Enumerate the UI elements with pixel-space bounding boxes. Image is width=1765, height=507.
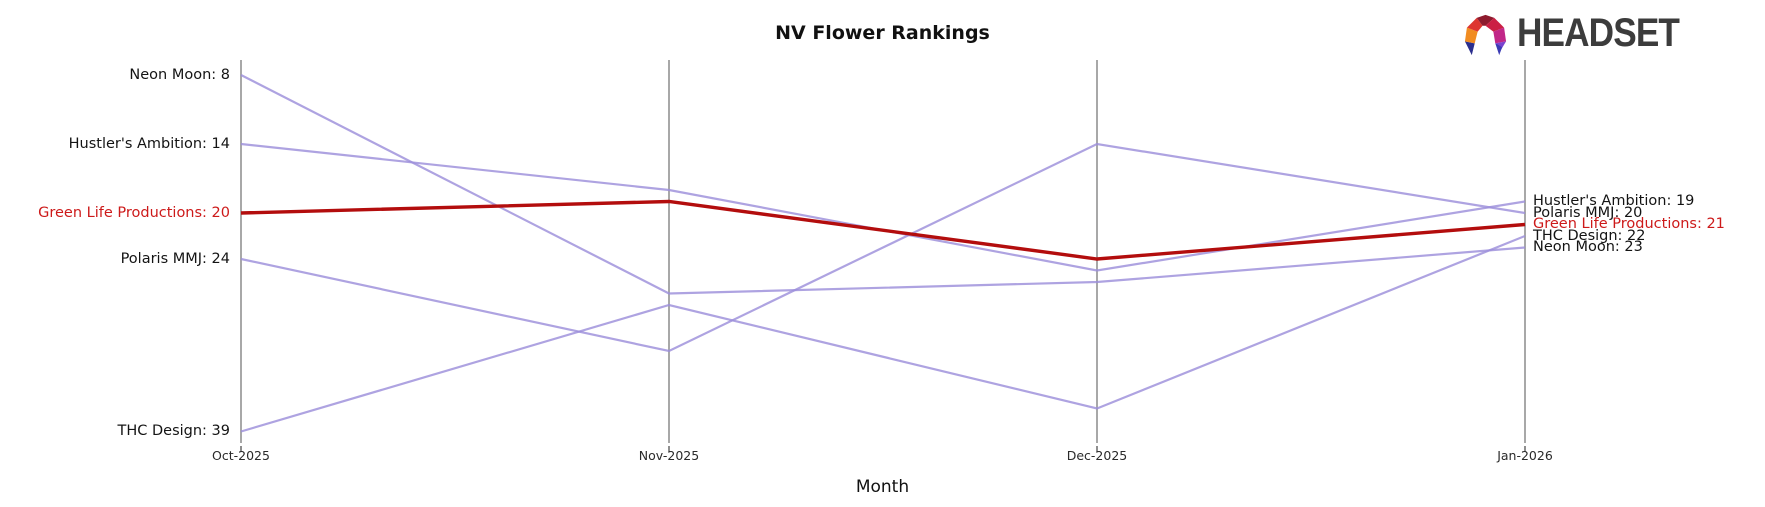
x-axis-title: Month xyxy=(855,477,910,497)
end-label-thc-design: THC Design: 22 xyxy=(1533,227,1646,244)
series-line-thc-design xyxy=(240,234,1526,433)
tick-label-dec-2025: Dec-2025 xyxy=(1066,448,1128,463)
start-label-green-life-productions: Green Life Productions: 20 xyxy=(38,204,230,221)
start-label-thc-design: THC Design: 39 xyxy=(117,423,230,439)
end-label-green-life-productions: Green Life Productions: 21 xyxy=(1533,216,1725,232)
x-axis-tick-labels: Oct-2025 Nov-2025 Dec-2025 Jan-2026 xyxy=(0,448,1765,468)
start-label-polaris-mmj: Polaris MMJ: 24 xyxy=(120,250,230,267)
headset-logo: HEADSET xyxy=(1462,10,1701,59)
end-label-polaris-mmj: Polaris MMJ: 20 xyxy=(1533,204,1643,221)
tick-label-nov-2025: Nov-2025 xyxy=(638,448,700,463)
headset-arch-icon xyxy=(1464,14,1507,56)
tick-label-oct-2025: Oct-2025 xyxy=(212,448,270,463)
headset-logo-text: HEADSET xyxy=(1517,10,1680,55)
chart-title: NV Flower Rankings xyxy=(775,22,990,44)
series-line-neon-moon xyxy=(240,74,1526,295)
series-line-green-life-productions xyxy=(240,199,1526,261)
tick-label-jan-2026: Jan-2026 xyxy=(1497,448,1553,463)
series-line-polaris-mmj xyxy=(240,142,1526,353)
end-label-hustler-s-ambition: Hustler's Ambition: 19 xyxy=(1533,193,1695,209)
start-label-hustler-s-ambition: Hustler's Ambition: 14 xyxy=(68,135,230,152)
end-label-neon-moon: Neon Moon: 23 xyxy=(1533,239,1643,255)
start-label-neon-moon: Neon Moon: 8 xyxy=(129,66,230,83)
